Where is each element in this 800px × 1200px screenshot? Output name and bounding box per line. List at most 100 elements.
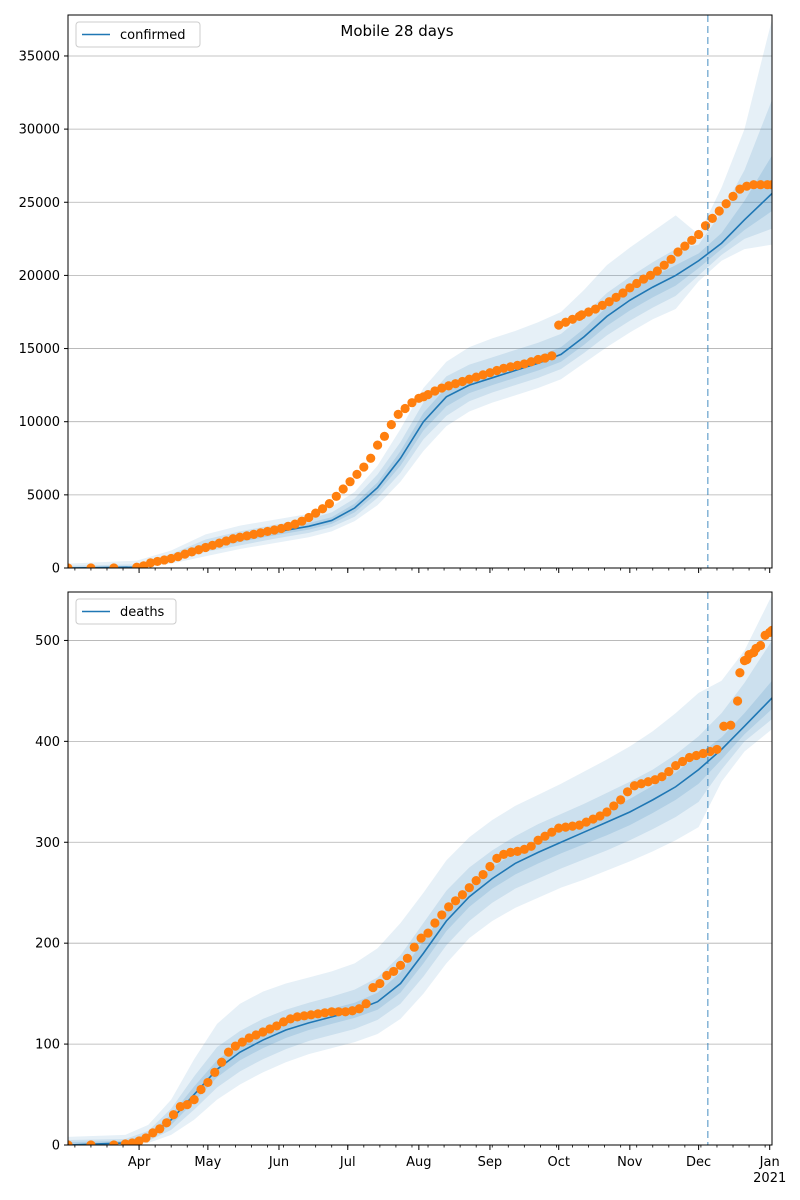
observed-point: [707, 213, 717, 223]
observed-point: [249, 529, 259, 539]
observed-point: [402, 953, 412, 963]
observed-point: [148, 1128, 158, 1138]
observed-point: [625, 283, 635, 293]
observed-point: [306, 1010, 316, 1020]
observed-point: [652, 266, 662, 276]
observed-point: [728, 191, 738, 202]
observed-point: [567, 821, 578, 831]
y-tick-label: 300: [35, 836, 60, 851]
observed-point: [196, 1084, 206, 1095]
y-tick-label: 30000: [19, 123, 60, 138]
observed-point: [340, 1007, 351, 1017]
y-tick-label: 200: [35, 937, 60, 952]
observed-point: [324, 499, 335, 509]
observed-point: [311, 508, 321, 518]
observed-point: [251, 1030, 261, 1040]
observed-point: [719, 721, 729, 731]
observed-point: [256, 528, 266, 538]
observed-point: [386, 420, 396, 430]
y-tick-label: 35000: [19, 49, 60, 64]
observed-point: [132, 562, 142, 568]
observed-point: [242, 531, 252, 541]
observed-point: [203, 1077, 213, 1088]
observed-point: [278, 1017, 289, 1027]
x-tick-label: Jul: [339, 1155, 356, 1170]
y-tick-label: 0: [52, 562, 60, 577]
observed-point: [567, 314, 578, 324]
observed-point: [290, 519, 300, 529]
observed-point: [597, 300, 607, 310]
observed-point: [162, 1118, 172, 1128]
observed-point: [299, 1011, 309, 1021]
x-tick-label: May: [194, 1155, 221, 1170]
observed-point: [272, 1021, 282, 1031]
observed-point: [109, 1140, 119, 1145]
plot-area: [68, 595, 772, 1145]
observed-point: [622, 787, 633, 797]
band-outer: [68, 595, 772, 1145]
y-tick-label: 25000: [19, 196, 60, 211]
observed-point: [561, 822, 571, 832]
observed-point: [478, 869, 488, 880]
observed-point: [361, 999, 371, 1009]
observed-point: [632, 278, 642, 289]
x-tick-label: Nov: [617, 1155, 643, 1170]
observed-point: [694, 229, 704, 240]
observed-point: [320, 1008, 330, 1018]
observed-point: [618, 288, 628, 298]
figure-title: Mobile 28 days: [340, 22, 453, 40]
observed-point: [755, 180, 766, 190]
x-tick-label: Jan: [759, 1155, 780, 1170]
observed-point: [602, 807, 612, 817]
legend-box: [75, 21, 201, 48]
observed-point: [742, 181, 752, 191]
observed-point: [471, 876, 481, 886]
observed-point: [375, 978, 385, 989]
observed-point: [616, 795, 626, 805]
x-tick-label: Jun: [268, 1155, 289, 1170]
observed-point: [547, 351, 557, 361]
observed-point: [237, 1037, 247, 1047]
observed-point: [464, 883, 474, 893]
observed-point: [533, 354, 543, 365]
observed-point: [645, 270, 656, 281]
observed-point: [155, 1124, 165, 1134]
observed-point: [755, 640, 766, 651]
observed-point: [554, 320, 564, 330]
observed-point: [86, 1140, 96, 1145]
observed-point: [450, 896, 461, 906]
legend: confirmed: [75, 21, 201, 48]
y-tick-label: 0: [52, 1139, 60, 1154]
y-tick-label: 15000: [19, 342, 60, 357]
observed-point: [354, 1004, 364, 1014]
observed-point: [561, 317, 571, 327]
observed-point: [604, 297, 614, 307]
observed-point: [145, 558, 156, 568]
legend-label: confirmed: [120, 28, 186, 43]
observed-point: [680, 241, 690, 251]
observed-point: [317, 504, 328, 514]
observed-point: [540, 831, 550, 841]
observed-point: [368, 982, 378, 993]
observed-point: [262, 526, 273, 537]
observed-point: [519, 844, 529, 854]
observed-point: [590, 304, 601, 314]
observed-point: [574, 820, 584, 830]
observed-point: [366, 453, 376, 463]
observed-point: [409, 942, 419, 952]
observed-point: [345, 477, 355, 487]
observed-point: [338, 484, 348, 494]
observed-point: [512, 360, 523, 370]
confirmed-panel: 0 5000 10000 15000 20000 25000 30000 35000 confi…: [19, 14, 773, 577]
observed-point: [577, 310, 587, 320]
observed-point: [120, 1139, 130, 1145]
observed-point: [547, 827, 557, 837]
y-tick-label: 100: [35, 1038, 60, 1053]
observed-point: [372, 440, 383, 450]
observed-point: [735, 668, 745, 678]
observed-point: [726, 720, 736, 730]
observed-point: [265, 1024, 275, 1034]
observed-point: [217, 1057, 227, 1067]
observed-point: [492, 853, 502, 864]
